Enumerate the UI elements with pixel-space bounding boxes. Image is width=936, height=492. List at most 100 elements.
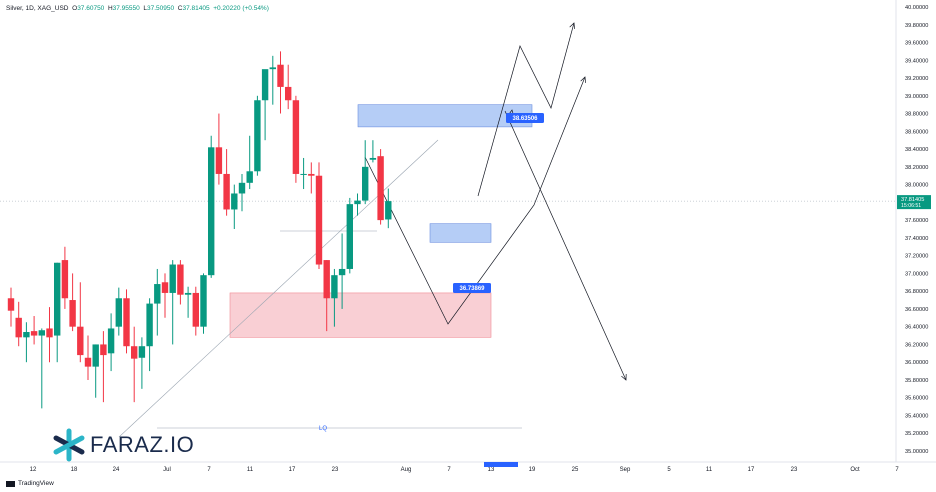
level-label-box — [506, 113, 544, 123]
change-value: +0.20220 (+0.54%) — [213, 5, 269, 12]
y-tick-label: 36.40000 — [905, 325, 928, 331]
level-label-text: 38.63506 — [512, 116, 538, 122]
candle-body — [123, 298, 130, 347]
tradingview-logo[interactable]: TradingView — [6, 480, 54, 487]
x-tick-label: 23 — [791, 467, 798, 473]
y-tick-label: 35.60000 — [905, 396, 928, 402]
candle-body — [292, 100, 300, 174]
y-tick-label: 37.40000 — [905, 236, 928, 242]
candle-body — [300, 173, 307, 175]
candle-body — [154, 284, 161, 304]
candle-body — [7, 298, 15, 311]
x-tick-label: 7 — [207, 467, 211, 473]
asterisk-logo-icon — [53, 428, 85, 462]
x-tick-label: 17 — [289, 467, 296, 473]
high-value: 37.95550 — [112, 5, 140, 12]
x-tick-label: 24 — [113, 467, 120, 473]
candle-body — [146, 303, 153, 347]
symbol-name: Silver, 1D, XAG_USD — [6, 5, 69, 12]
brand-logo: FARAZ.IO — [52, 428, 194, 462]
candle-body — [177, 264, 184, 295]
y-tick-label: 39.00000 — [905, 94, 928, 100]
time-marker — [484, 462, 518, 467]
level-label-text: 36.73869 — [459, 286, 485, 292]
candle-body — [107, 328, 115, 354]
open-value: 37.60750 — [77, 5, 105, 12]
x-tick-label: Oct — [850, 467, 860, 473]
x-tick-label: 13 — [488, 467, 495, 473]
last-price-value: 37.81405 — [901, 197, 924, 203]
y-tick-label: 39.40000 — [905, 58, 928, 64]
x-tick-label: 7 — [895, 467, 899, 473]
low-label: L — [143, 5, 148, 12]
y-tick-label: 38.00000 — [905, 183, 928, 189]
candle-body — [131, 346, 138, 359]
y-tick-label: 36.80000 — [905, 289, 928, 295]
candle-body — [215, 147, 223, 174]
candle-body — [338, 268, 346, 276]
projection-path — [364, 76, 586, 325]
close-value: 37.81405 — [182, 5, 210, 12]
candle-body — [115, 298, 122, 327]
candle-body — [308, 173, 315, 176]
candle-body — [254, 100, 261, 172]
candle-body — [231, 193, 238, 210]
projection-bull-path — [477, 22, 575, 197]
y-tick-label: 39.80000 — [905, 23, 928, 29]
candle-body — [84, 357, 92, 367]
x-tick-label: Aug — [401, 467, 412, 473]
x-tick-label: 23 — [332, 467, 339, 473]
y-tick-label: 35.20000 — [905, 431, 928, 437]
bar-countdown: 15:06:51 — [901, 203, 921, 209]
small-zone — [429, 223, 492, 243]
x-tick-label: 5 — [667, 467, 671, 473]
candle-body — [30, 331, 38, 336]
open-label: O — [72, 5, 78, 12]
candle-body — [100, 344, 107, 356]
high-label: H — [107, 5, 113, 12]
lq-label: LQ — [319, 426, 327, 432]
close-label: C — [177, 5, 183, 12]
candle-body — [138, 346, 146, 358]
candle-body — [208, 147, 215, 276]
candle-body — [323, 260, 330, 299]
x-tick-label: 18 — [71, 467, 78, 473]
candle-body — [192, 292, 199, 327]
candle-body — [369, 157, 377, 160]
last-price-tag — [897, 195, 931, 210]
trendline-diagonal — [118, 139, 439, 438]
demand-zone — [229, 292, 492, 338]
candle-body — [331, 275, 338, 299]
candle-body — [269, 67, 276, 70]
candle-body — [92, 344, 99, 367]
y-tick-label: 35.40000 — [905, 413, 928, 419]
y-tick-label: 38.20000 — [905, 165, 928, 171]
candle-body — [15, 317, 22, 338]
y-tick-label: 38.40000 — [905, 147, 928, 153]
y-tick-label: 40.00000 — [905, 5, 928, 11]
brand-name: FARAZ.IO — [90, 432, 195, 457]
x-tick-label: Jul — [163, 467, 171, 473]
y-tick-label: 35.80000 — [905, 378, 928, 384]
arrowhead-up-icon — [580, 76, 586, 84]
candle-body — [261, 69, 269, 101]
y-tick-label: 36.60000 — [905, 307, 928, 313]
candle-body — [385, 201, 392, 220]
arrowhead-down-icon — [621, 373, 627, 381]
x-tick-label: 12 — [30, 467, 37, 473]
candle-body — [200, 275, 207, 327]
tradingview-icon — [6, 480, 15, 487]
low-value: 37.50950 — [147, 5, 175, 12]
symbol-legend: Silver, 1D, XAG_USD O37.60750 H37.95550 … — [6, 5, 269, 12]
candle-body — [61, 260, 69, 299]
y-tick-label: 37.60000 — [905, 218, 928, 224]
candle-body — [23, 332, 30, 338]
candle-body — [46, 328, 53, 338]
candle-body — [354, 200, 361, 205]
candle-body — [362, 166, 369, 201]
candle-body — [377, 156, 384, 221]
candle-body — [54, 262, 61, 336]
candle-body — [315, 175, 323, 265]
